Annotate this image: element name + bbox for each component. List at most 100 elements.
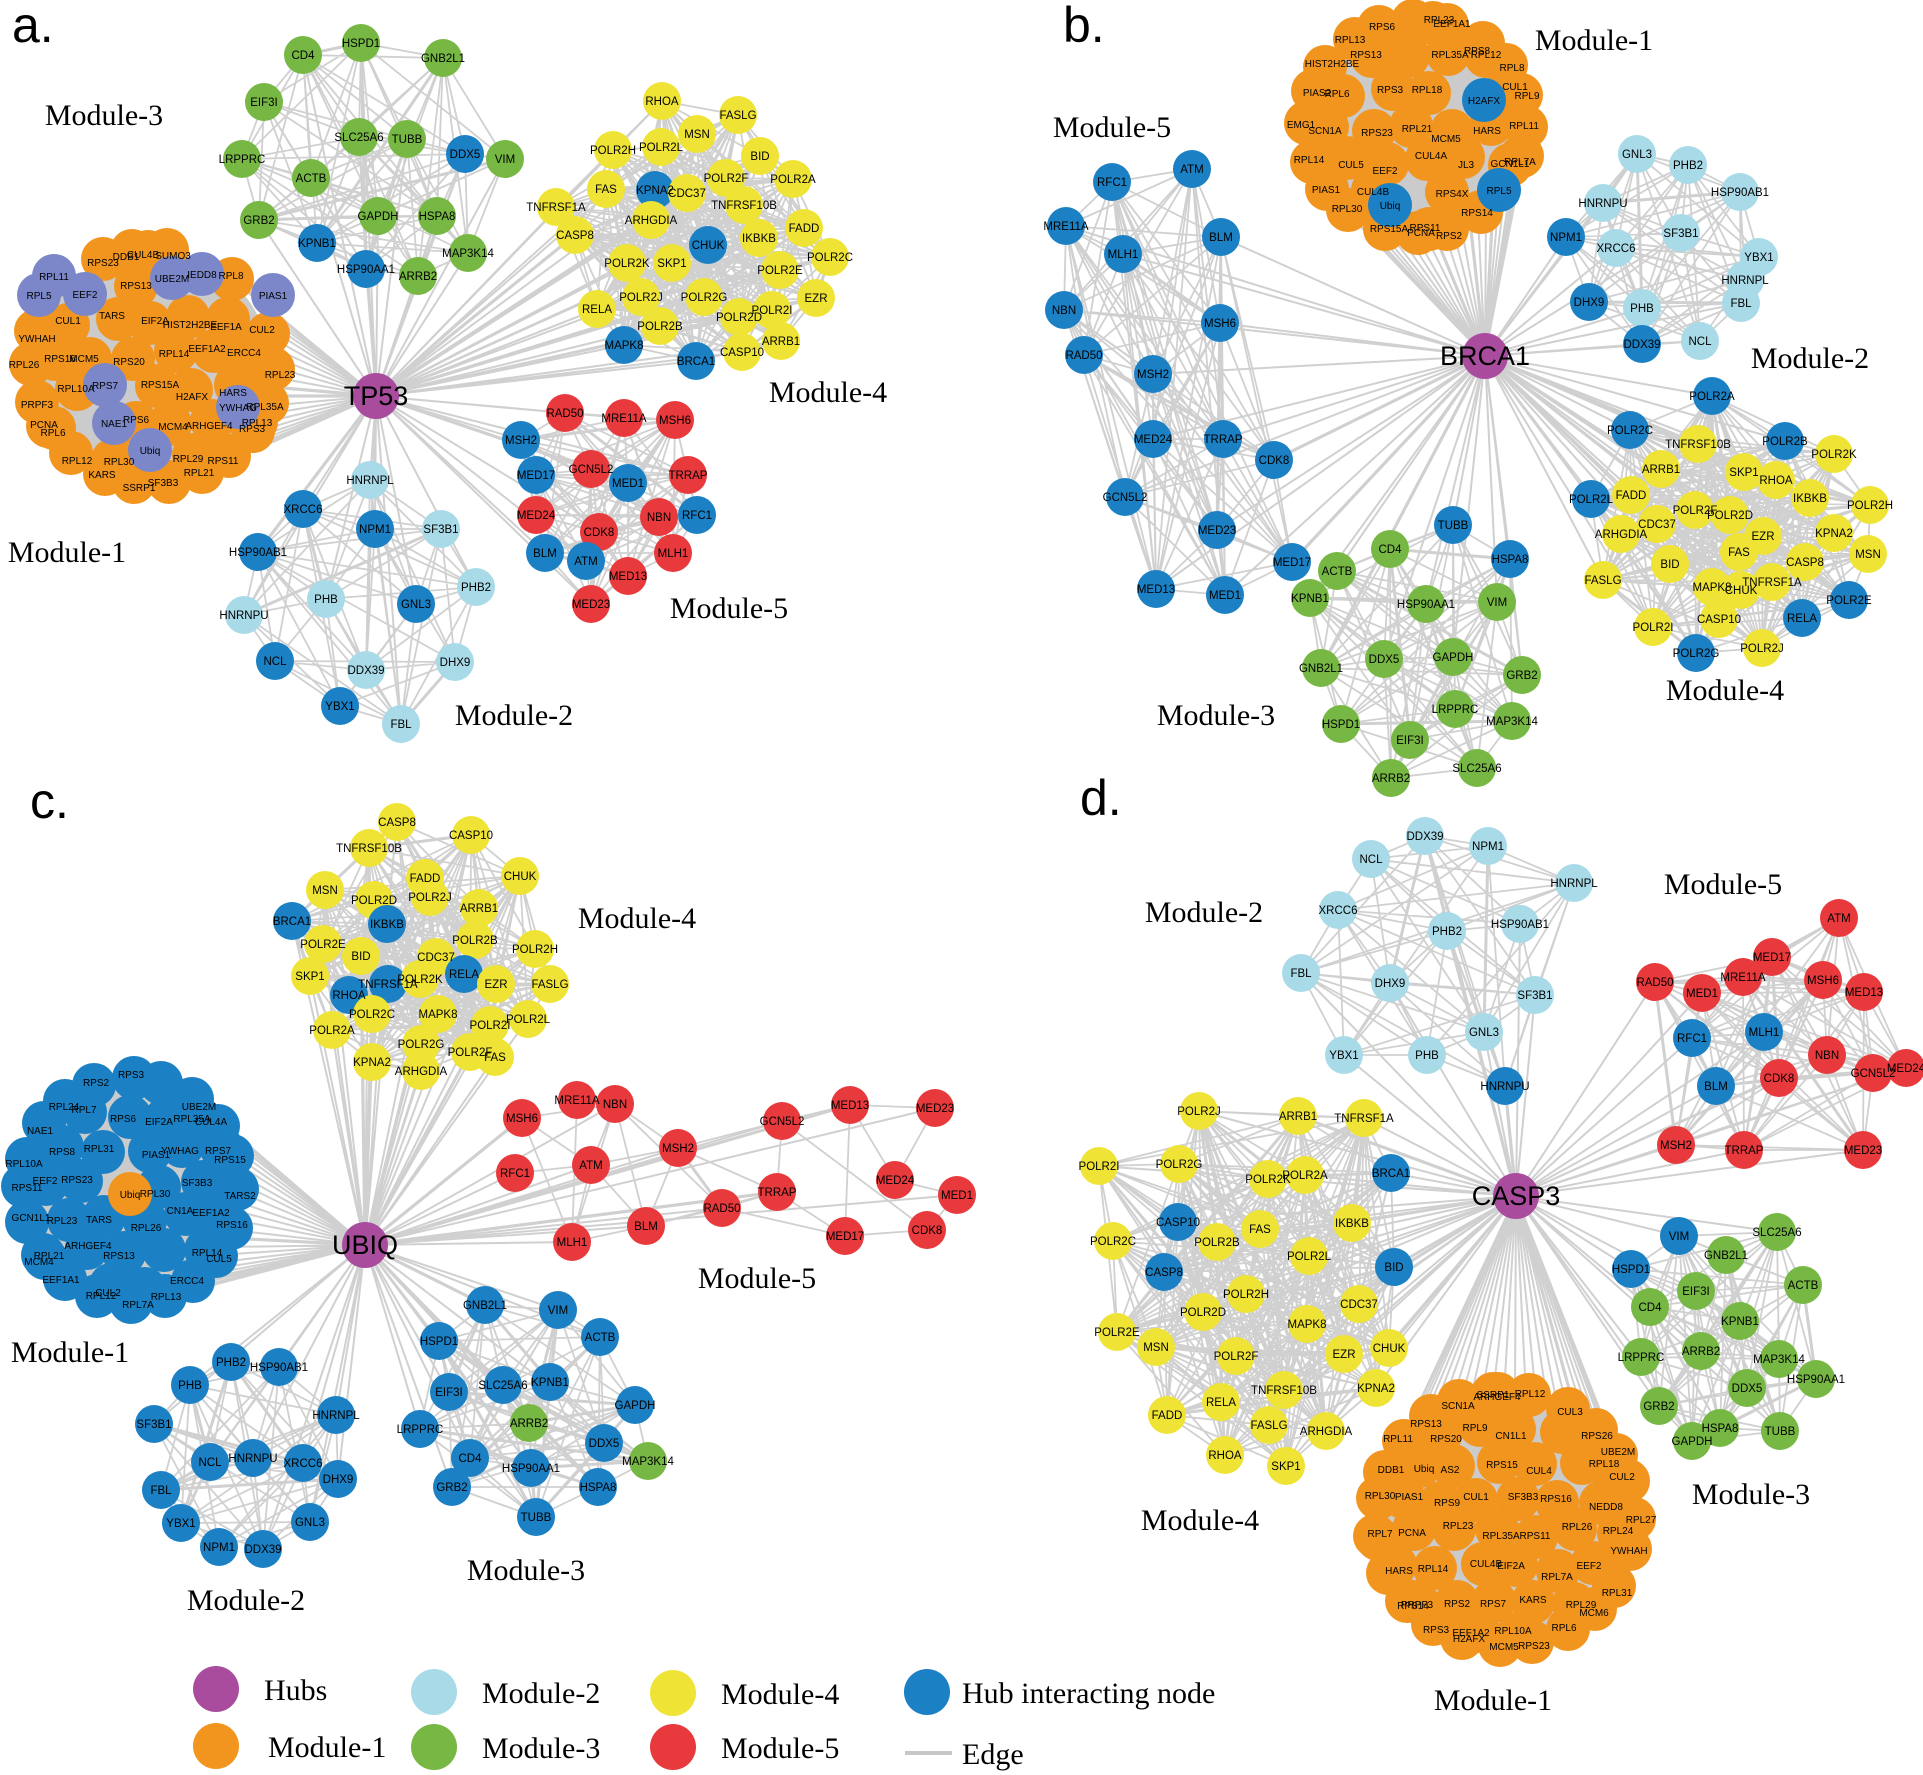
svg-text:POLR2H: POLR2H [590, 145, 636, 157]
svg-text:MSN: MSN [684, 129, 710, 141]
svg-text:CUL4A: CUL4A [195, 1117, 228, 1128]
svg-text:RPL23: RPL23 [1443, 1521, 1474, 1532]
svg-text:H2AFX: H2AFX [1453, 1634, 1486, 1645]
svg-text:POLR2B: POLR2B [1762, 436, 1808, 448]
svg-text:RHOA: RHOA [645, 96, 679, 108]
svg-text:SF3B1: SF3B1 [1663, 228, 1698, 240]
svg-text:RPS20: RPS20 [1430, 1434, 1462, 1445]
svg-text:RPL18: RPL18 [1589, 1459, 1620, 1470]
svg-text:MAP3K14: MAP3K14 [442, 248, 494, 260]
svg-text:ARHGDIA: ARHGDIA [1300, 1426, 1353, 1438]
svg-text:Module-5: Module-5 [1053, 111, 1171, 144]
svg-text:HNRNPL: HNRNPL [1721, 275, 1769, 287]
svg-text:RPL14: RPL14 [192, 1248, 223, 1259]
svg-text:XRCC6: XRCC6 [1319, 905, 1358, 917]
svg-text:SF3B3: SF3B3 [1508, 1492, 1539, 1503]
svg-text:RPL9: RPL9 [1514, 91, 1539, 102]
svg-text:EZR: EZR [805, 293, 828, 305]
svg-text:MED24: MED24 [1887, 1063, 1923, 1075]
svg-text:RAD50: RAD50 [1636, 977, 1673, 989]
svg-text:RPL11: RPL11 [1383, 1434, 1413, 1445]
svg-text:KPNA2: KPNA2 [1815, 528, 1853, 540]
svg-text:MCM4: MCM4 [24, 1257, 54, 1268]
svg-text:POLR2K: POLR2K [1811, 449, 1857, 461]
svg-text:SF3B1: SF3B1 [1517, 990, 1552, 1002]
svg-text:RPL18: RPL18 [1412, 85, 1443, 96]
svg-text:TNFRSF10B: TNFRSF10B [1251, 1385, 1317, 1397]
svg-text:RELA: RELA [1206, 1397, 1236, 1409]
svg-text:CD4: CD4 [1378, 544, 1402, 556]
svg-text:RPL26: RPL26 [9, 360, 40, 371]
svg-text:CASP3: CASP3 [1472, 1181, 1561, 1211]
svg-text:MED1: MED1 [941, 1190, 973, 1202]
svg-text:POLR2B: POLR2B [637, 321, 683, 333]
svg-text:c.: c. [30, 773, 69, 829]
svg-text:PIAS1: PIAS1 [1312, 185, 1341, 196]
svg-text:MSN: MSN [1143, 1342, 1169, 1354]
svg-text:RPS7: RPS7 [92, 381, 119, 392]
svg-text:MSH6: MSH6 [659, 415, 691, 427]
svg-text:YWHAG: YWHAG [161, 1146, 199, 1157]
svg-text:RPL31: RPL31 [84, 1144, 115, 1155]
svg-text:YBX1: YBX1 [1329, 1050, 1358, 1062]
svg-text:SKP1: SKP1 [1729, 467, 1758, 479]
svg-text:SCN1A: SCN1A [1441, 1401, 1475, 1412]
svg-text:Hubs: Hubs [264, 1674, 327, 1707]
svg-text:RFC1: RFC1 [1677, 1033, 1707, 1045]
svg-text:GRB2: GRB2 [1643, 1401, 1674, 1413]
svg-text:GNB2L1: GNB2L1 [421, 53, 465, 65]
svg-text:PRPF3: PRPF3 [21, 400, 54, 411]
svg-text:TUBB: TUBB [1438, 520, 1469, 532]
svg-text:RPL12: RPL12 [1471, 50, 1502, 61]
svg-text:POLR2C: POLR2C [807, 252, 853, 264]
svg-text:RPL23: RPL23 [265, 370, 296, 381]
svg-text:RPL10A: RPL10A [1494, 1626, 1532, 1637]
svg-text:RPS4X: RPS4X [1436, 189, 1469, 200]
svg-text:ACTB: ACTB [1322, 566, 1353, 578]
svg-text:d.: d. [1080, 770, 1122, 826]
svg-text:RPL11: RPL11 [1509, 121, 1539, 132]
svg-text:ACTB: ACTB [585, 1332, 616, 1344]
svg-text:POLR2I: POLR2I [1633, 622, 1674, 634]
svg-text:CDC37: CDC37 [668, 188, 706, 200]
svg-text:POLR2F: POLR2F [1214, 1351, 1259, 1363]
svg-text:POLR2E: POLR2E [1094, 1327, 1140, 1339]
svg-text:POLR2E: POLR2E [1826, 595, 1872, 607]
svg-text:LRPPRC: LRPPRC [219, 154, 266, 166]
svg-text:GRB2: GRB2 [243, 215, 274, 227]
svg-text:BLM: BLM [1704, 1081, 1728, 1093]
svg-text:NCL: NCL [198, 1457, 222, 1469]
svg-text:GCN5L2: GCN5L2 [760, 1116, 805, 1128]
svg-text:CUL1: CUL1 [1463, 1492, 1489, 1503]
svg-text:GNB2L1: GNB2L1 [1704, 1250, 1748, 1262]
svg-text:MCM5: MCM5 [69, 354, 99, 365]
svg-text:ARRB2: ARRB2 [1682, 1346, 1720, 1358]
svg-text:SLC25A6: SLC25A6 [478, 1380, 527, 1392]
svg-text:MSH6: MSH6 [1807, 975, 1839, 987]
svg-text:RPS3: RPS3 [1423, 1625, 1450, 1636]
svg-text:POLR2B: POLR2B [1194, 1237, 1240, 1249]
svg-text:ARRB1: ARRB1 [1642, 464, 1680, 476]
svg-text:RPL7: RPL7 [1367, 1529, 1392, 1540]
svg-text:POLR2J: POLR2J [619, 292, 662, 304]
svg-text:CHUK: CHUK [1373, 1343, 1406, 1355]
svg-text:RPS11: RPS11 [12, 1183, 43, 1194]
svg-text:Module-1: Module-1 [11, 1336, 129, 1369]
svg-text:IKBKB: IKBKB [1793, 493, 1827, 505]
svg-text:HSP90AB1: HSP90AB1 [229, 547, 287, 559]
svg-text:CUL5: CUL5 [1338, 160, 1364, 171]
svg-text:POLR2C: POLR2C [1090, 1236, 1136, 1248]
svg-text:POLR2A: POLR2A [309, 1025, 355, 1037]
svg-text:POLR2C: POLR2C [1607, 425, 1653, 437]
svg-text:RPL14: RPL14 [1294, 155, 1325, 166]
svg-text:CUL4B: CUL4B [1357, 187, 1390, 198]
svg-text:RFC1: RFC1 [1097, 177, 1127, 189]
svg-text:ATM: ATM [579, 1160, 602, 1172]
svg-text:POLR2F: POLR2F [1673, 505, 1718, 517]
svg-text:MAPK8: MAPK8 [419, 1009, 458, 1021]
svg-text:TRRAP: TRRAP [669, 470, 708, 482]
svg-text:KPNB1: KPNB1 [1721, 1316, 1759, 1328]
svg-text:VIM: VIM [495, 154, 515, 166]
svg-text:NAE1: NAE1 [27, 1126, 54, 1137]
svg-text:UBE2M: UBE2M [155, 274, 189, 285]
